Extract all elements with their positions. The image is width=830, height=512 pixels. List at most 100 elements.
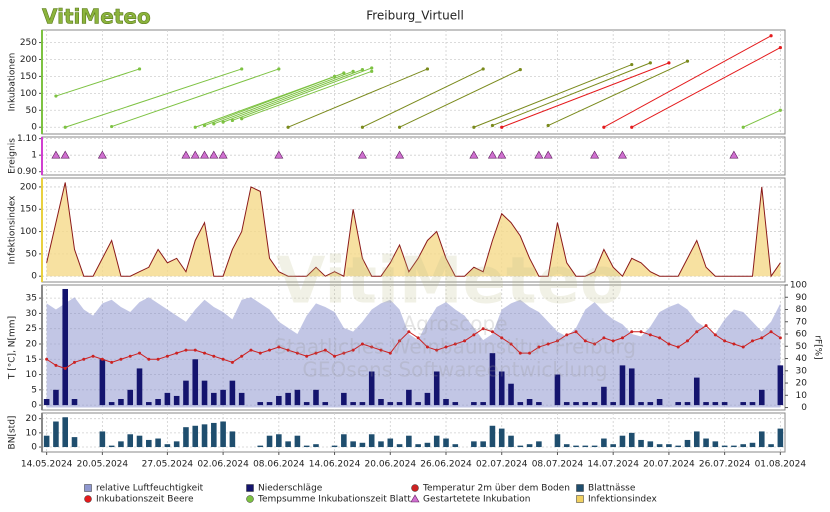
x-tick-label: 20.05.2024 bbox=[77, 460, 129, 470]
incubation-line bbox=[55, 68, 140, 97]
precip-bar bbox=[396, 402, 403, 406]
legend-marker bbox=[246, 484, 254, 492]
leafwet-bar bbox=[601, 438, 607, 448]
y2-tick-label: 10 bbox=[796, 391, 808, 401]
leafwet-bar bbox=[285, 441, 291, 448]
point bbox=[500, 125, 504, 129]
y2-tick-label: 30 bbox=[796, 366, 808, 376]
y2-tick-label: 90 bbox=[796, 293, 808, 303]
leafwet-bar bbox=[703, 438, 709, 448]
leafwet-bar bbox=[183, 427, 189, 448]
logo: VitiMeteo bbox=[42, 5, 151, 29]
point bbox=[295, 351, 299, 355]
precip-bar bbox=[53, 389, 59, 406]
point bbox=[203, 351, 207, 355]
legend-marker bbox=[410, 494, 420, 503]
point bbox=[425, 67, 430, 71]
incubation-line bbox=[547, 60, 688, 126]
legend-label: Infektionsindex bbox=[588, 495, 658, 505]
precip-bar bbox=[211, 392, 217, 406]
leafwet-bar bbox=[498, 428, 505, 448]
event-marker bbox=[51, 150, 61, 159]
precip-bar bbox=[285, 392, 291, 406]
legend-marker bbox=[246, 495, 254, 503]
event-marker bbox=[395, 150, 405, 159]
leafwet-bar bbox=[452, 444, 459, 448]
point bbox=[360, 125, 365, 129]
leafwet-bar bbox=[331, 445, 338, 448]
y-tick-label: 0 bbox=[31, 443, 37, 453]
point bbox=[184, 348, 188, 352]
leafwet-bar bbox=[313, 444, 319, 448]
point bbox=[769, 34, 773, 38]
precip-bar bbox=[749, 402, 756, 406]
point bbox=[537, 345, 541, 349]
legend-marker bbox=[84, 495, 92, 503]
event-marker bbox=[357, 150, 367, 159]
point bbox=[370, 345, 374, 349]
legend-marker bbox=[84, 484, 92, 492]
point bbox=[333, 354, 337, 358]
precip-bar bbox=[387, 402, 394, 406]
point bbox=[73, 360, 77, 364]
precip-bar bbox=[573, 402, 579, 406]
point bbox=[760, 336, 764, 340]
leafwet-bar bbox=[378, 441, 384, 448]
point bbox=[481, 327, 485, 331]
point bbox=[583, 339, 587, 343]
y-tick-label: 10 bbox=[26, 370, 38, 380]
precip-bar bbox=[415, 402, 421, 406]
x-tick-label: 14.07.2024 bbox=[587, 460, 639, 470]
legend-label: Inkubationszeit Beere bbox=[96, 495, 194, 505]
precip-bar bbox=[43, 398, 50, 406]
y-axis-label: BN[std] bbox=[8, 416, 18, 450]
point bbox=[425, 345, 429, 349]
precip-bar bbox=[118, 398, 124, 406]
leafwet-bar bbox=[192, 425, 199, 448]
precip-bar bbox=[322, 402, 329, 406]
y-tick-label: 1.10 bbox=[17, 134, 37, 144]
point bbox=[268, 348, 272, 352]
point bbox=[509, 342, 513, 346]
leafwet-bar bbox=[666, 444, 672, 448]
leafwet-bar bbox=[517, 445, 524, 448]
leafwet-bar bbox=[341, 434, 347, 448]
point bbox=[667, 342, 671, 346]
point bbox=[258, 351, 262, 355]
event-marker bbox=[590, 150, 600, 159]
y2-tick-label: 40 bbox=[796, 354, 808, 364]
point bbox=[175, 351, 179, 355]
y-tick-label: 200 bbox=[20, 55, 37, 65]
leafwet-bar bbox=[536, 441, 542, 448]
y-axis-label: Ereignis bbox=[8, 138, 18, 174]
point bbox=[240, 67, 244, 71]
precip-bar bbox=[675, 402, 681, 406]
point bbox=[741, 125, 745, 129]
point bbox=[546, 123, 550, 128]
point bbox=[602, 125, 606, 129]
leafwet-bar bbox=[619, 435, 626, 448]
precip-bar bbox=[684, 402, 691, 406]
point bbox=[212, 354, 216, 358]
point bbox=[277, 345, 281, 349]
leafwet-bar bbox=[749, 442, 756, 448]
point bbox=[351, 348, 355, 352]
y-tick-label: 0 bbox=[31, 401, 37, 411]
precip-bar bbox=[471, 402, 477, 406]
leafwet-bar bbox=[276, 434, 282, 448]
leafwet-bar bbox=[675, 445, 681, 448]
point bbox=[82, 357, 86, 361]
point bbox=[528, 351, 532, 355]
leafwet-bar bbox=[647, 441, 654, 448]
leafwet-bar bbox=[638, 439, 644, 448]
point bbox=[453, 342, 457, 346]
precip-bar bbox=[99, 359, 106, 406]
event-marker bbox=[543, 150, 553, 159]
precip-bar bbox=[638, 402, 644, 406]
x-tick-label: 08.06.2024 bbox=[253, 460, 305, 470]
leafwet-bar bbox=[368, 434, 375, 448]
x-tick-label: 26.07.2024 bbox=[699, 460, 751, 470]
leafwet-bar bbox=[684, 439, 691, 448]
point bbox=[630, 330, 634, 334]
